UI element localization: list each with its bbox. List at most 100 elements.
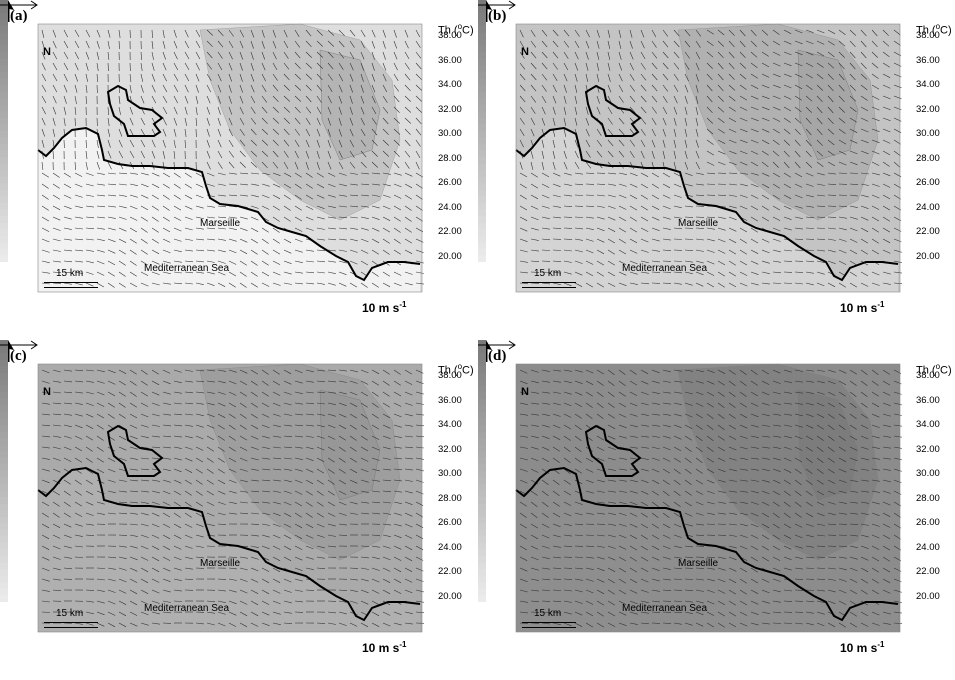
wind-vector bbox=[316, 62, 323, 69]
wind-vector bbox=[860, 523, 869, 526]
wind-vector bbox=[750, 260, 759, 265]
temperature-contour bbox=[319, 49, 381, 161]
wind-vector bbox=[728, 380, 736, 386]
wind-vector bbox=[618, 183, 627, 187]
wind-vector bbox=[140, 216, 148, 222]
wind-vector bbox=[118, 369, 127, 374]
wind-vector bbox=[684, 468, 692, 475]
wind-vector bbox=[717, 128, 725, 134]
scale-bar-line bbox=[522, 282, 576, 288]
wind-vector bbox=[750, 611, 759, 615]
wind-vector bbox=[283, 95, 291, 102]
wind-vector bbox=[52, 391, 61, 394]
wind-vector bbox=[349, 490, 358, 494]
wind-vector bbox=[63, 117, 66, 126]
wind-vector bbox=[327, 161, 332, 170]
colorbar-segment bbox=[478, 72, 486, 80]
wind-vector bbox=[673, 391, 682, 394]
wind-vector bbox=[805, 29, 814, 33]
wind-vector bbox=[794, 29, 803, 34]
wind-vector bbox=[206, 249, 215, 252]
wind-vector bbox=[596, 402, 604, 409]
colorbar-tick-label: 34.00 bbox=[916, 79, 940, 90]
wind-vector bbox=[349, 457, 357, 463]
wind-vector bbox=[261, 490, 270, 493]
wind-vector bbox=[629, 622, 638, 625]
wind-vector bbox=[272, 205, 280, 211]
wind-vector bbox=[239, 402, 247, 408]
wind-vector bbox=[338, 62, 344, 70]
wind-vector bbox=[382, 512, 391, 515]
wind-vector bbox=[761, 589, 770, 594]
wind-vector bbox=[96, 271, 105, 276]
wind-vector bbox=[206, 139, 210, 148]
colorbar-tick-label: 28.00 bbox=[438, 492, 462, 504]
wind-vector bbox=[827, 435, 835, 442]
wind-vector bbox=[349, 238, 358, 242]
wind-vector bbox=[118, 161, 124, 170]
wind-vector bbox=[827, 183, 837, 185]
wind-vector bbox=[871, 139, 880, 144]
wind-vector bbox=[629, 545, 638, 551]
wind-vector bbox=[640, 29, 645, 38]
colorbar-tick-label: 24.00 bbox=[916, 201, 940, 213]
colorbar-segment bbox=[0, 523, 8, 531]
wind-vector bbox=[118, 380, 126, 386]
wind-vector bbox=[750, 282, 759, 286]
wind-vector bbox=[783, 95, 792, 100]
wind-vector bbox=[382, 369, 390, 375]
wind-vector bbox=[360, 479, 369, 483]
wind-vector bbox=[261, 40, 265, 49]
wind-vector bbox=[63, 523, 72, 528]
wind-vector bbox=[74, 183, 83, 188]
wind-vector bbox=[404, 106, 412, 113]
wind-vector bbox=[316, 117, 321, 126]
wind-vector bbox=[173, 446, 182, 449]
wind-vector bbox=[574, 523, 584, 526]
wind-vector bbox=[816, 369, 825, 372]
wind-vector bbox=[239, 62, 243, 71]
wind-vector bbox=[585, 611, 594, 617]
colorbar-segment bbox=[0, 209, 8, 217]
wind-vector bbox=[272, 227, 280, 233]
wind-vector bbox=[849, 545, 858, 548]
wind-vector bbox=[360, 84, 364, 93]
wind-vector bbox=[96, 139, 99, 148]
wind-vector bbox=[519, 62, 526, 70]
wind-vector bbox=[871, 479, 880, 482]
wind-vector bbox=[283, 62, 290, 70]
wind-vector bbox=[250, 128, 257, 136]
wind-vectors bbox=[519, 369, 903, 628]
wind-vector bbox=[695, 238, 704, 241]
wind-vector bbox=[739, 622, 748, 627]
wind-vector bbox=[195, 369, 205, 372]
wind-vector bbox=[783, 205, 792, 210]
wind-vector bbox=[217, 424, 225, 430]
wind-vector bbox=[541, 139, 545, 148]
colorbar-segment bbox=[0, 222, 8, 230]
wind-vector bbox=[107, 172, 116, 175]
wind-vector bbox=[519, 512, 527, 518]
wind-vector bbox=[838, 150, 847, 155]
wind-vector bbox=[393, 512, 402, 516]
wind-vector bbox=[596, 62, 600, 71]
wind-vector bbox=[805, 117, 812, 125]
wind-vector bbox=[360, 589, 369, 594]
wind-vector bbox=[717, 600, 726, 606]
colorbar-segment bbox=[0, 19, 8, 27]
wind-vector bbox=[140, 578, 149, 584]
wind-vector bbox=[349, 29, 356, 37]
wind-vector bbox=[706, 150, 715, 156]
colorbar-segment bbox=[0, 117, 8, 125]
colorbar-segment bbox=[478, 216, 486, 224]
wind-vector bbox=[173, 589, 182, 592]
wind-vector bbox=[838, 534, 848, 536]
wind-vector bbox=[173, 282, 183, 285]
colorbar-segment bbox=[0, 111, 8, 119]
wind-vector bbox=[728, 117, 737, 123]
wind-vector bbox=[750, 468, 759, 471]
wind-vector bbox=[882, 84, 891, 89]
wind-vector bbox=[217, 589, 226, 592]
wind-vector bbox=[739, 51, 746, 59]
wind-vector bbox=[206, 95, 211, 104]
